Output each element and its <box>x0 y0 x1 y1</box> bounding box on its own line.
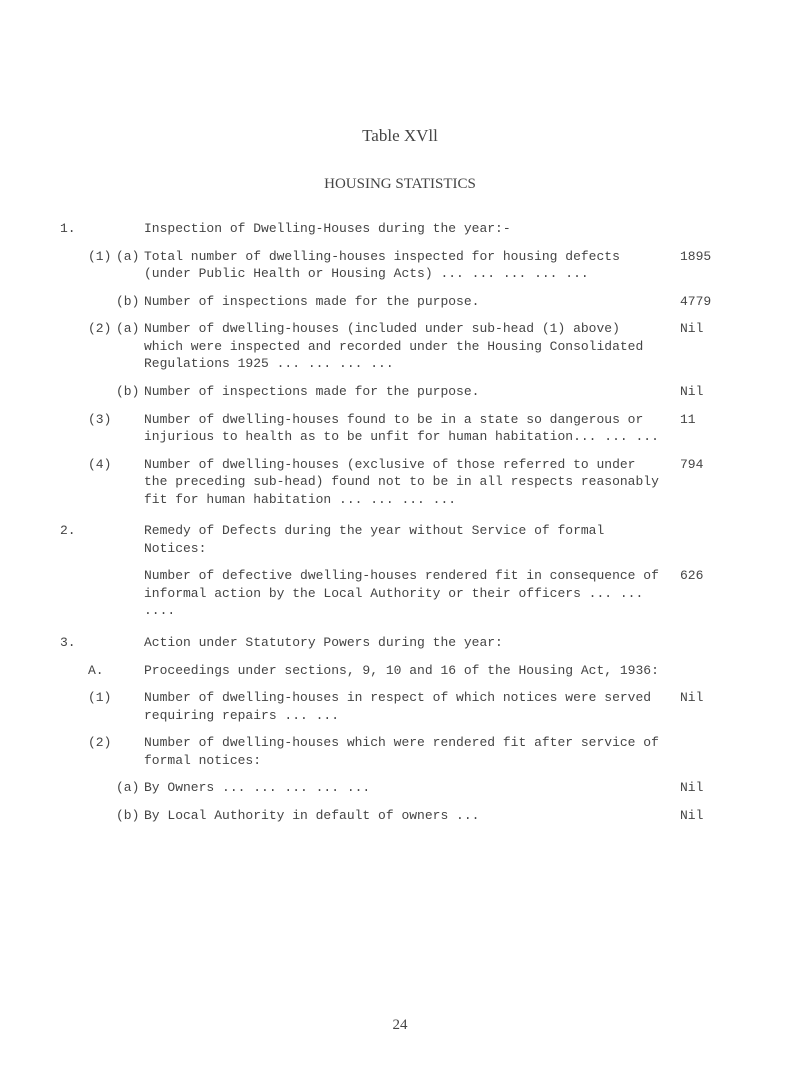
item-text: Number of defective dwelling-houses rend… <box>144 567 680 620</box>
item-value: Nil <box>680 689 740 707</box>
item-1-2-b: (b) Number of inspections made for the p… <box>60 383 740 401</box>
item-3-2-b: (b) By Local Authority in default of own… <box>60 807 740 825</box>
item-num: (2) <box>88 734 116 752</box>
item-value: Nil <box>680 779 740 797</box>
item-3-A: A. Proceedings under sections, 9, 10 and… <box>60 662 740 680</box>
section-num: 2. <box>60 522 88 540</box>
page-title: HOUSING STATISTICS <box>60 174 740 194</box>
item-3-2: (2) Number of dwelling-houses which were… <box>60 734 740 769</box>
item-num: (1) <box>88 248 116 266</box>
sub-label: (b) <box>116 293 144 311</box>
sub-label: (b) <box>116 383 144 401</box>
item-text: By Local Authority in default of owners … <box>144 807 680 825</box>
item-1-3: (3) Number of dwelling-houses found to b… <box>60 411 740 446</box>
section-num: 3. <box>60 634 88 652</box>
sub-label: (a) <box>116 779 144 797</box>
item-3-2-a: (a) By Owners ... ... ... ... ... Nil <box>60 779 740 797</box>
item-3-1: (1) Number of dwelling-houses in respect… <box>60 689 740 724</box>
item-value: Nil <box>680 807 740 825</box>
section-head-text: Remedy of Defects during the year withou… <box>144 522 680 557</box>
sub-label: (a) <box>116 320 144 338</box>
item-1-4: (4) Number of dwelling-houses (exclusive… <box>60 456 740 509</box>
sub-label: A. <box>88 662 116 680</box>
item-text: Number of dwelling-houses found to be in… <box>144 411 680 446</box>
item-text: Number of dwelling-houses in respect of … <box>144 689 680 724</box>
item-num: (3) <box>88 411 116 429</box>
item-value: 794 <box>680 456 740 474</box>
item-text: Number of inspections made for the purpo… <box>144 383 680 401</box>
item-num: (2) <box>88 320 116 338</box>
item-text: By Owners ... ... ... ... ... <box>144 779 680 797</box>
item-text: Number of dwelling-houses (exclusive of … <box>144 456 680 509</box>
item-text: Number of inspections made for the purpo… <box>144 293 680 311</box>
item-num: (4) <box>88 456 116 474</box>
item-text: Number of dwelling-houses which were ren… <box>144 734 680 769</box>
item-value: Nil <box>680 320 740 338</box>
item-text: Number of dwelling-houses (included unde… <box>144 320 680 373</box>
item-value: 1895 <box>680 248 740 266</box>
section-head-text: Inspection of Dwelling-Houses during the… <box>144 220 680 238</box>
section-num: 1. <box>60 220 88 238</box>
item-value: 626 <box>680 567 740 585</box>
item-value: 4779 <box>680 293 740 311</box>
sub-label: (a) <box>116 248 144 266</box>
item-1-1-a: (1) (a) Total number of dwelling-houses … <box>60 248 740 283</box>
section-head-text: Action under Statutory Powers during the… <box>144 634 680 652</box>
item-num: (1) <box>88 689 116 707</box>
item-1-1-b: (b) Number of inspections made for the p… <box>60 293 740 311</box>
item-text: Total number of dwelling-houses inspecte… <box>144 248 680 283</box>
item-text: Proceedings under sections, 9, 10 and 16… <box>144 662 680 680</box>
section-1-head: 1. Inspection of Dwelling-Houses during … <box>60 220 740 238</box>
item-1-2-a: (2) (a) Number of dwelling-houses (inclu… <box>60 320 740 373</box>
item-value: 11 <box>680 411 740 429</box>
item-value: Nil <box>680 383 740 401</box>
table-label: Table XVll <box>60 125 740 148</box>
page-number: 24 <box>0 1015 800 1035</box>
section-3-head: 3. Action under Statutory Powers during … <box>60 634 740 652</box>
sub-label: (b) <box>116 807 144 825</box>
item-2-p1: Number of defective dwelling-houses rend… <box>60 567 740 620</box>
section-2-head: 2. Remedy of Defects during the year wit… <box>60 522 740 557</box>
document-page: Table XVll HOUSING STATISTICS 1. Inspect… <box>0 0 800 1085</box>
